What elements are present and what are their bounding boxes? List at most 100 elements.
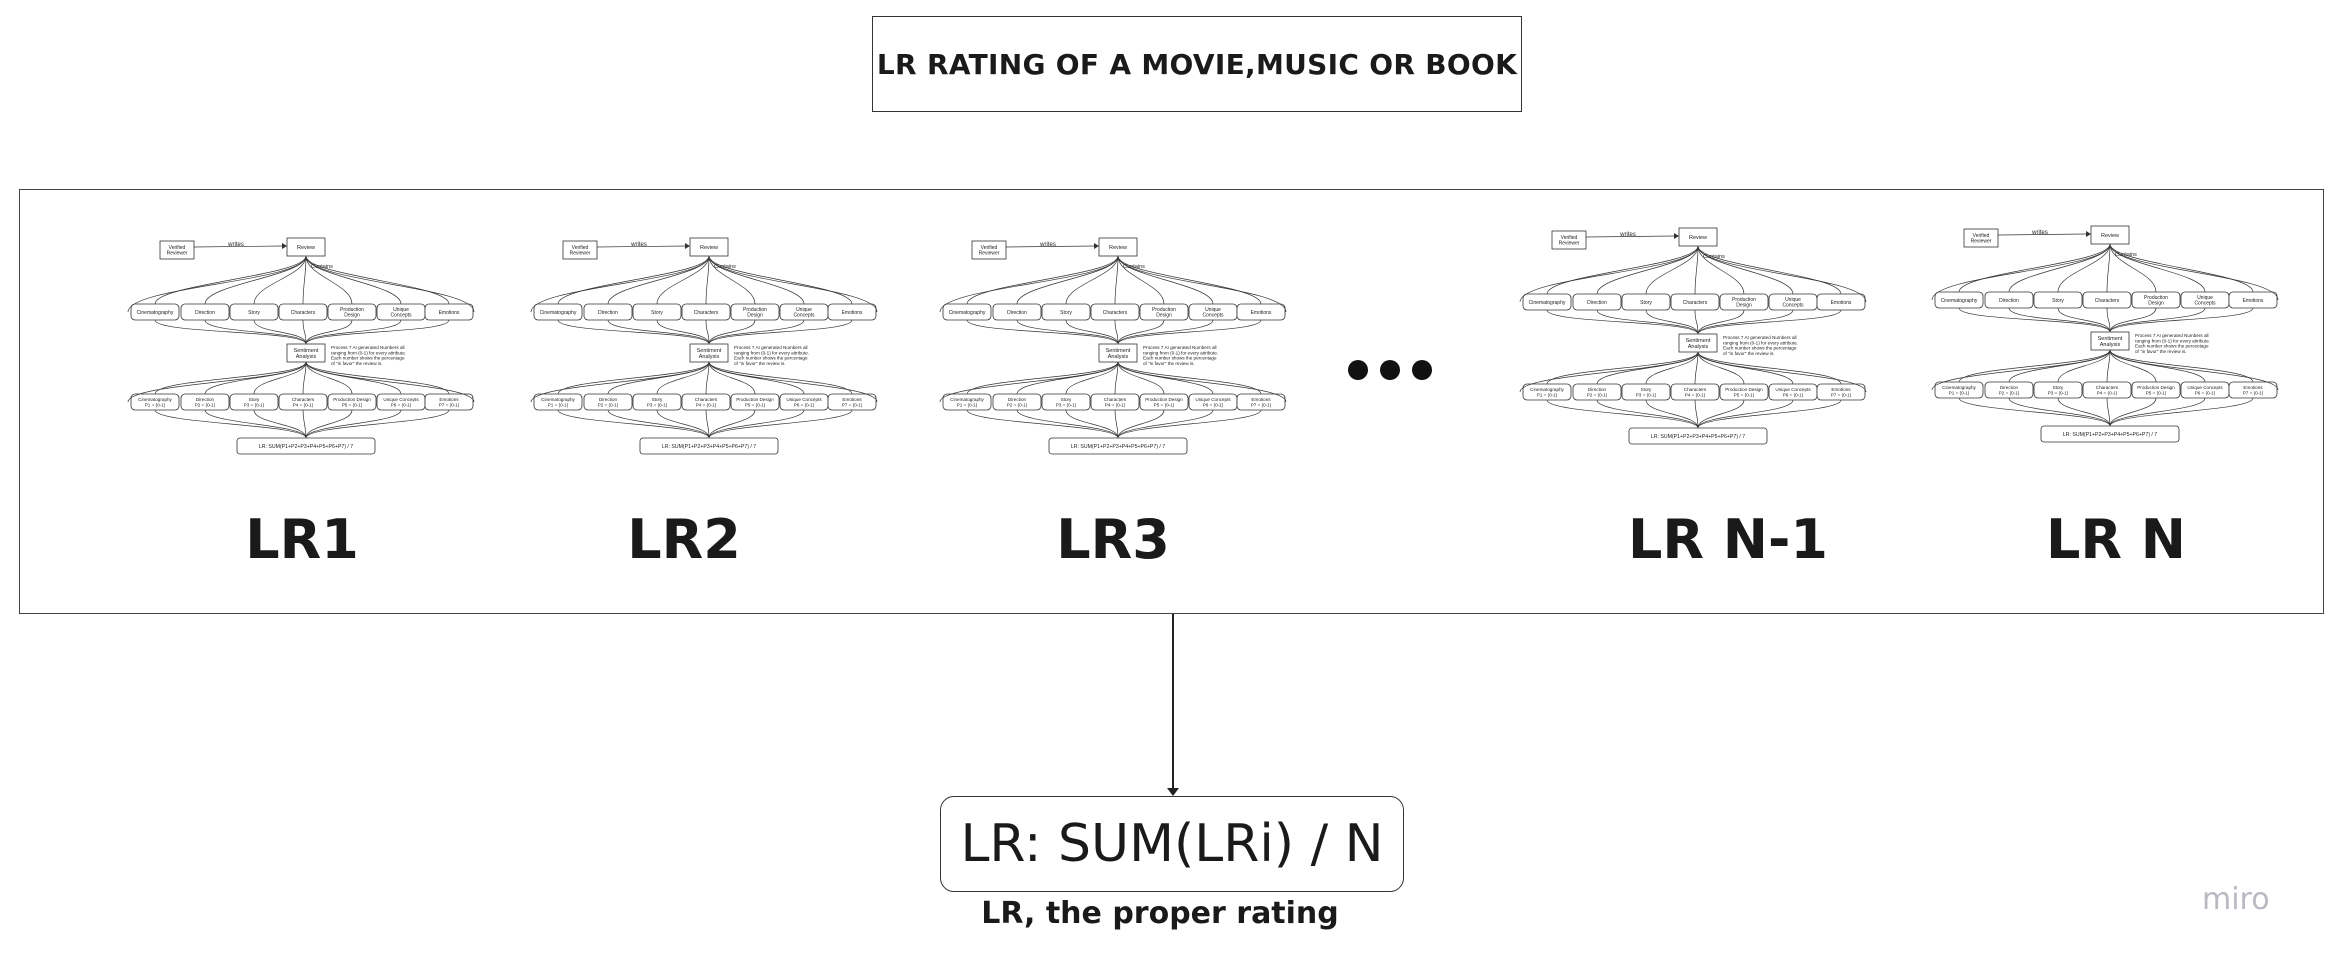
flow-to-score	[302, 361, 307, 395]
flow-to-formula	[1065, 409, 1119, 439]
attribute-label: Unique Concepts	[793, 307, 815, 319]
flow-to-sentiment	[705, 319, 710, 345]
review-label: Review	[1689, 235, 1707, 241]
flow-to-formula	[656, 409, 710, 439]
flow-to-score	[1958, 349, 2111, 383]
score-label: Characters P4 = (0-1)	[1104, 397, 1127, 407]
flow-to-score	[2109, 349, 2206, 383]
flow-to-formula	[302, 409, 307, 439]
flow-to-score	[1546, 351, 1699, 385]
flow-to-formula	[557, 409, 710, 439]
sentiment-label: Sentiment Analysis	[1106, 348, 1131, 360]
flow-to-formula	[1958, 397, 2111, 427]
attribute-label: Cinematography	[949, 310, 986, 316]
flow-to-attribute	[1117, 255, 1262, 305]
reviewer-box	[971, 240, 1007, 260]
flow-to-score	[2057, 349, 2111, 383]
attribute-label: Emotions	[1831, 300, 1852, 306]
score-box	[1934, 381, 1984, 399]
score-label: Unique Concepts P6 = (0-1)	[1775, 387, 1811, 397]
flow-to-formula	[305, 409, 402, 439]
attribute-label: Characters	[1103, 310, 1128, 316]
flow-to-score	[253, 361, 307, 395]
flow-to-formula	[1117, 409, 1262, 439]
attribute-label: Production Design	[1152, 307, 1176, 319]
flow-to-formula	[1117, 409, 1165, 439]
score-label: Direction P2 = (0-1)	[598, 397, 619, 407]
flow-to-sentiment	[1065, 319, 1119, 345]
writes-arrow	[193, 245, 283, 248]
flow-to-attribute	[2057, 243, 2111, 293]
score-box	[942, 393, 992, 411]
flow-loop	[939, 255, 1119, 313]
score-box	[730, 393, 780, 411]
attribute-label: Direction	[1587, 300, 1607, 306]
flow-loop	[2109, 349, 2279, 391]
flow-loop	[127, 361, 307, 403]
sentiment-label: Sentiment Analysis	[294, 348, 319, 360]
attribute-box	[327, 303, 377, 321]
score-label: Production Design P5 = (0-1)	[1725, 387, 1763, 397]
flow-to-score	[1117, 361, 1165, 395]
attribute-label: Story	[248, 310, 260, 316]
flow-to-formula	[966, 409, 1119, 439]
flow-loop	[708, 361, 878, 403]
dot	[1348, 360, 1368, 380]
flow-to-attribute	[1697, 245, 1745, 295]
score-box	[681, 393, 731, 411]
attribute-box	[2082, 291, 2132, 309]
flow-to-attribute	[2008, 243, 2111, 293]
attribute-label: Production Design	[743, 307, 767, 319]
attribute-label: Cinematography	[1941, 298, 1978, 304]
attribute-label: Characters	[1683, 300, 1708, 306]
flow-loop	[1697, 351, 1867, 393]
score-box	[229, 393, 279, 411]
flow-to-attribute	[557, 255, 710, 305]
flow-to-attribute	[1697, 245, 1842, 295]
flow-loop	[127, 255, 307, 313]
flow-to-attribute	[154, 255, 307, 305]
score-label: Emotions P7 = (0-1)	[2243, 385, 2264, 395]
score-label: Characters P4 = (0-1)	[292, 397, 315, 407]
flow-to-formula	[1697, 399, 1842, 429]
flow-to-attribute	[1065, 255, 1119, 305]
score-box	[130, 393, 180, 411]
score-box	[1621, 383, 1671, 401]
writes-arrow	[596, 245, 686, 248]
attribute-box	[2033, 291, 2083, 309]
flow-to-formula	[204, 409, 307, 439]
flow-to-score	[305, 361, 450, 395]
score-box	[2033, 381, 2083, 399]
flow-to-score	[1117, 361, 1262, 395]
attribute-label: Unique Concepts	[1782, 297, 1804, 309]
score-box	[1522, 383, 1572, 401]
flow-to-score	[557, 361, 710, 395]
score-label: Unique Concepts P6 = (0-1)	[2187, 385, 2223, 395]
flow-to-sentiment	[2109, 307, 2206, 333]
attribute-box	[632, 303, 682, 321]
score-label: Unique Concepts P6 = (0-1)	[1195, 397, 1231, 407]
flow-to-formula	[2109, 397, 2254, 427]
flow-loop	[2109, 243, 2279, 301]
flow-to-attribute	[1016, 255, 1119, 305]
writes-arrow	[1997, 233, 2087, 236]
flow-to-attribute	[302, 255, 307, 305]
flow-loop	[1519, 351, 1699, 393]
attribute-box	[1522, 293, 1572, 311]
flow-to-formula	[253, 409, 307, 439]
score-box	[992, 393, 1042, 411]
score-label: Emotions P7 = (0-1)	[1251, 397, 1272, 407]
flow-to-score	[656, 361, 710, 395]
reviewer-label: Verified Reviewer	[1559, 235, 1580, 247]
flow-to-attribute	[253, 255, 307, 305]
score-label: Emotions P7 = (0-1)	[439, 397, 460, 407]
final-formula-box: LR: SUM(LRi) / N	[940, 796, 1404, 892]
score-box	[1139, 393, 1189, 411]
flow-to-sentiment	[204, 319, 307, 345]
score-label: Story P3 = (0-1)	[647, 397, 668, 407]
flow-to-score	[2109, 349, 2254, 383]
flow-to-score	[966, 361, 1119, 395]
flow-to-formula	[1117, 409, 1214, 439]
score-label: Unique Concepts P6 = (0-1)	[786, 397, 822, 407]
score-label: Direction P2 = (0-1)	[1587, 387, 1608, 397]
